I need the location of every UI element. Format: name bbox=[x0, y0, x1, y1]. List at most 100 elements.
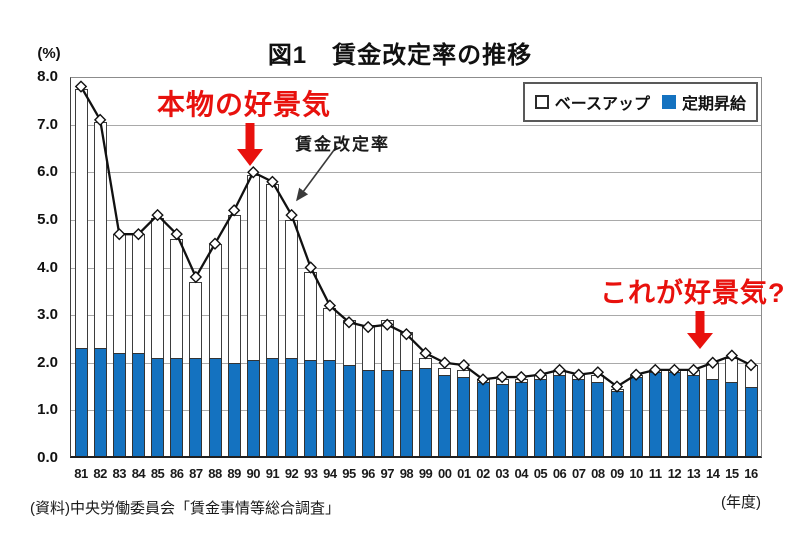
bar-96 bbox=[361, 324, 375, 458]
bar-88 bbox=[208, 243, 222, 458]
y-axis-unit-label: (%) bbox=[37, 45, 61, 62]
bar-14 bbox=[706, 362, 720, 458]
bar-13 bbox=[687, 369, 701, 458]
chart-title: 図1 賃金改定率の推移 bbox=[267, 42, 533, 69]
bar-teiki-segment-14 bbox=[706, 379, 720, 458]
wage-line-marker-02 bbox=[476, 373, 490, 386]
legend-teiki-label: 定期昇給 bbox=[681, 96, 746, 113]
bar-teiki-segment-89 bbox=[227, 362, 241, 458]
x-tick-label-81: 81 bbox=[74, 466, 88, 481]
wage-line-marker-04 bbox=[515, 370, 528, 384]
wage-line-marker-85 bbox=[151, 208, 164, 222]
bar-teiki-segment-84 bbox=[131, 353, 145, 458]
bar-00 bbox=[438, 367, 452, 458]
x-tick-label-06: 06 bbox=[552, 466, 567, 481]
bar-89 bbox=[227, 215, 241, 458]
x-tick-label-11: 11 bbox=[648, 466, 662, 481]
y-tick-label-4.0: 4.0 bbox=[37, 258, 58, 276]
wage-line-marker-87 bbox=[189, 270, 203, 284]
x-tick-label-05: 05 bbox=[533, 466, 548, 481]
x-axis-unit-label: (年度) bbox=[721, 494, 761, 511]
bar-teiki-segment-03 bbox=[495, 384, 509, 458]
x-tick-label-07: 07 bbox=[571, 466, 586, 481]
bar-01 bbox=[457, 369, 471, 458]
source-note: (資料)中央労働委員会「賃金事情等総合調査」 bbox=[30, 500, 340, 517]
wage-revision-line bbox=[80, 85, 752, 388]
x-tick-label-87: 87 bbox=[189, 466, 203, 481]
wage-line-marker-95 bbox=[342, 316, 356, 329]
legend-baseup-swatch bbox=[534, 95, 549, 109]
bar-99 bbox=[419, 358, 433, 458]
bar-teiki-segment-87 bbox=[189, 358, 203, 458]
bar-82 bbox=[93, 122, 107, 458]
x-tick-label-13: 13 bbox=[686, 466, 701, 481]
bar-teiki-segment-90 bbox=[246, 360, 260, 458]
bar-04 bbox=[514, 379, 528, 458]
x-tick-label-08: 08 bbox=[591, 466, 605, 481]
x-tick-label-14: 14 bbox=[705, 466, 720, 481]
wage-line-marker-08 bbox=[591, 366, 605, 379]
wage-line-marker-81 bbox=[74, 80, 88, 93]
gridline-5 bbox=[70, 219, 762, 221]
wage-line-marker-98 bbox=[400, 327, 413, 341]
wage-line-marker-05 bbox=[534, 368, 547, 381]
x-tick-label-09: 09 bbox=[610, 466, 624, 481]
x-tick-label-04: 04 bbox=[514, 466, 529, 481]
bar-teiki-segment-93 bbox=[304, 360, 318, 458]
bar-teiki-segment-85 bbox=[151, 358, 165, 458]
wage-line-marker-89 bbox=[227, 204, 241, 217]
wage-line-marker-01 bbox=[457, 358, 471, 372]
bar-teiki-segment-82 bbox=[93, 348, 107, 458]
bar-teiki-segment-86 bbox=[170, 358, 184, 458]
bar-90 bbox=[246, 174, 260, 458]
wage-line-marker-09 bbox=[610, 380, 624, 393]
annotation-real-boom: 本物の好景気 bbox=[157, 89, 332, 120]
wage-line-marker-84 bbox=[132, 227, 145, 241]
bar-teiki-segment-01 bbox=[457, 377, 471, 458]
legend-baseup-label: ベースアップ bbox=[554, 96, 650, 113]
wage-line-marker-00 bbox=[438, 356, 451, 369]
x-tick-label-94: 94 bbox=[323, 466, 337, 481]
bar-teiki-segment-99 bbox=[419, 367, 433, 458]
wage-line-marker-82 bbox=[93, 113, 107, 127]
x-tick-label-88: 88 bbox=[208, 466, 222, 481]
x-tick-label-98: 98 bbox=[399, 466, 414, 481]
y-tick-label-3.0: 3.0 bbox=[37, 306, 58, 324]
x-tick-label-90: 90 bbox=[246, 466, 261, 481]
bar-teiki-segment-15 bbox=[725, 381, 739, 458]
bar-09 bbox=[610, 388, 624, 458]
bar-15 bbox=[725, 358, 739, 458]
y-tick-label-5.0: 5.0 bbox=[37, 210, 58, 228]
bar-98 bbox=[399, 331, 413, 458]
wage-line-marker-15 bbox=[725, 349, 739, 362]
bar-16 bbox=[744, 365, 758, 458]
wage-line-marker-90 bbox=[247, 166, 260, 179]
bar-teiki-segment-92 bbox=[285, 358, 299, 458]
wage-revision-line-layer bbox=[74, 80, 758, 393]
y-tick-label-1.0: 1.0 bbox=[37, 401, 58, 419]
bar-93 bbox=[304, 272, 318, 458]
bar-84 bbox=[131, 234, 145, 458]
x-tick-label-16: 16 bbox=[744, 466, 758, 481]
bar-12 bbox=[667, 369, 681, 458]
bar-teiki-segment-98 bbox=[399, 369, 413, 458]
wage-line-marker-12 bbox=[668, 363, 681, 377]
bar-teiki-segment-94 bbox=[323, 360, 337, 458]
wage-line-marker-07 bbox=[572, 368, 585, 381]
x-tick-label-95: 95 bbox=[342, 466, 356, 481]
x-tick-label-89: 89 bbox=[227, 466, 241, 481]
wage-line-marker-16 bbox=[744, 358, 758, 372]
x-tick-label-93: 93 bbox=[303, 466, 318, 481]
wage-line-marker-86 bbox=[170, 227, 183, 241]
x-tick-label-97: 97 bbox=[380, 466, 395, 481]
bar-85 bbox=[151, 217, 165, 458]
bar-07 bbox=[572, 374, 586, 458]
wage-line-marker-99 bbox=[419, 347, 432, 360]
x-tick-label-15: 15 bbox=[725, 466, 739, 481]
x-tick-label-83: 83 bbox=[112, 466, 127, 481]
bar-83 bbox=[112, 234, 126, 458]
wage-line-marker-96 bbox=[361, 320, 375, 334]
x-tick-label-92: 92 bbox=[284, 466, 299, 481]
wage-line-marker-03 bbox=[495, 370, 509, 384]
